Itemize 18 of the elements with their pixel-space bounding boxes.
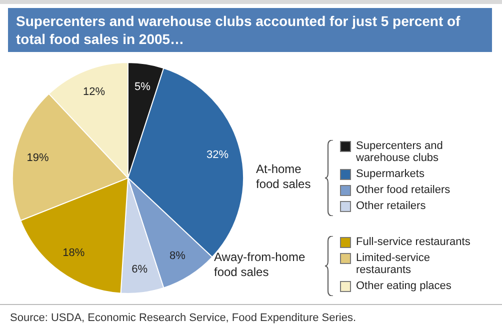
legend-label: Other retailers [356,200,427,212]
data-label: 6% [132,264,148,276]
legend-label: Supercenters and warehouse clubs [356,140,444,164]
legend-label: Other food retailers [356,184,452,196]
data-label: 5% [134,80,151,93]
chart-title: Supercenters and warehouse clubs accounted for just 5 percent of total food sales in 2005… [8,8,492,52]
legend-label: Limited-service restaurants [356,252,431,276]
data-label: 12% [82,86,106,98]
text: At-home food sales [256,162,312,192]
data-label: 19% [26,152,50,164]
text: Away-from-home food sales [214,250,306,280]
data-label: 32% [206,149,229,162]
data-label: 8% [170,250,186,262]
data-label: 18% [62,246,85,259]
legend-label: Other eating places [356,280,452,292]
legend-label: Supermarkets [356,168,426,180]
source-note: Source: USDA, Economic Research Service, Food Expenditure Series. [10,312,356,324]
legend-label: Full-service restaurants [356,236,472,248]
